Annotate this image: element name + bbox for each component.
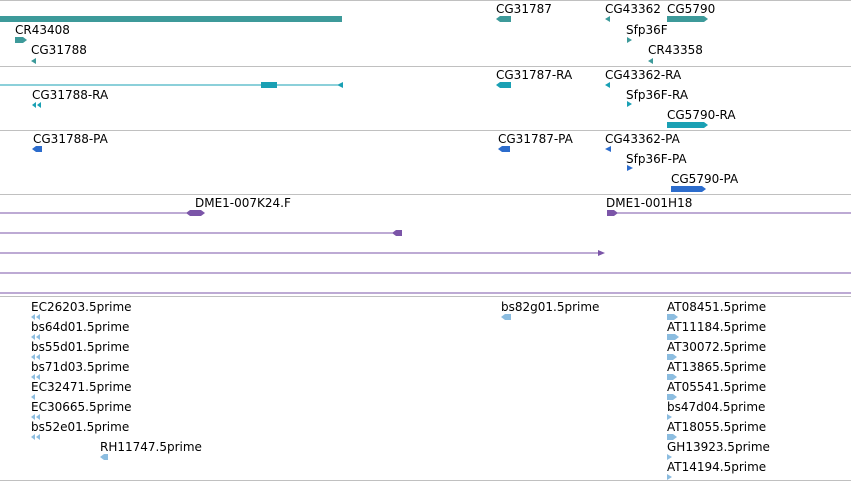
transcript-label[interactable]: CG31788-RA — [32, 88, 109, 102]
est-track — [31, 314, 679, 480]
clone-end-dme1-001h18[interactable] — [607, 210, 618, 216]
track-separator — [0, 66, 851, 67]
track-separator — [0, 0, 851, 1]
est-glyph[interactable] — [36, 414, 40, 420]
est-label[interactable]: bs52e01.5prime — [31, 420, 130, 434]
gene-glyph[interactable] — [0, 16, 342, 22]
est-glyph[interactable] — [31, 334, 35, 340]
track-separator — [0, 130, 851, 131]
track-separator — [0, 480, 851, 481]
gene-glyph-cr43358[interactable] — [648, 58, 653, 64]
est-label[interactable]: AT18055.5prime — [667, 420, 767, 434]
est-glyph[interactable] — [31, 374, 35, 380]
transcript-glyph-cg43362-pa[interactable] — [605, 146, 611, 152]
est-glyph[interactable] — [31, 354, 35, 360]
est-label[interactable]: AT05541.5prime — [667, 380, 767, 394]
clone-end-dme1-007k24[interactable] — [186, 210, 205, 216]
est-glyph[interactable] — [36, 354, 40, 360]
gene-label[interactable]: CG31788 — [31, 43, 87, 57]
transcript-label[interactable]: CG31787-RA — [496, 68, 573, 82]
transcript-label[interactable]: CG43362-PA — [605, 132, 680, 146]
est-glyph[interactable] — [36, 374, 40, 380]
est-glyph[interactable] — [36, 334, 40, 340]
transcript-exon[interactable] — [261, 82, 277, 88]
est-label[interactable]: GH13923.5prime — [667, 440, 770, 454]
track-separator — [0, 194, 851, 195]
est-glyph[interactable] — [100, 454, 108, 460]
gene-label[interactable]: CG5790 — [667, 2, 716, 16]
est-label[interactable]: RH11747.5prime — [100, 440, 202, 454]
est-glyph[interactable] — [667, 434, 677, 440]
transcript-label[interactable]: CG5790-RA — [667, 108, 736, 122]
clone-track — [0, 210, 851, 294]
transcript-label[interactable]: CG43362-RA — [605, 68, 682, 82]
est-glyph[interactable] — [667, 334, 679, 340]
est-glyph[interactable] — [31, 314, 35, 320]
est-glyph[interactable] — [667, 374, 677, 380]
transcript-glyph-sfp36f-ra[interactable] — [627, 101, 632, 107]
est-label[interactable]: bs71d03.5prime — [31, 360, 130, 374]
est-label[interactable]: EC30665.5prime — [31, 400, 132, 414]
est-glyph[interactable] — [667, 394, 677, 400]
gene-track — [0, 16, 708, 64]
est-label[interactable]: AT30072.5prime — [667, 340, 767, 354]
est-glyph[interactable] — [31, 434, 35, 440]
est-label[interactable]: bs64d01.5prime — [31, 320, 130, 334]
gene-glyph-cg31787[interactable] — [496, 16, 511, 22]
clone-end[interactable] — [598, 250, 605, 256]
track-separator — [0, 296, 851, 297]
est-glyph[interactable] — [36, 434, 40, 440]
gene-glyph-cg31788[interactable] — [31, 58, 36, 64]
transcript-glyph-cg43362-ra[interactable] — [605, 82, 610, 88]
est-label[interactable]: bs55d01.5prime — [31, 340, 130, 354]
est-glyph[interactable] — [667, 354, 677, 360]
transcript-glyph-cg31788-ra[interactable] — [32, 102, 36, 108]
transcript-pa-track — [32, 146, 706, 192]
transcript-glyph-cg31787-ra[interactable] — [496, 82, 511, 88]
gene-glyph-sfp36f[interactable] — [627, 37, 632, 43]
transcript-label[interactable]: CG5790-PA — [671, 172, 739, 186]
est-label[interactable]: AT08451.5prime — [667, 300, 767, 314]
gene-label[interactable]: CG31787 — [496, 2, 552, 16]
transcript-ra-track — [0, 82, 708, 128]
est-glyph[interactable] — [667, 414, 672, 420]
transcript-glyph-cg5790-ra[interactable] — [667, 122, 708, 128]
est-glyph[interactable] — [31, 414, 35, 420]
est-glyph[interactable] — [31, 394, 35, 400]
gene-label[interactable]: CR43358 — [648, 43, 703, 57]
transcript-glyph-cg31787-pa[interactable] — [498, 146, 510, 152]
clone-end[interactable] — [392, 230, 402, 236]
gene-label[interactable]: CG43362 — [605, 2, 661, 16]
est-glyph[interactable] — [501, 314, 511, 320]
est-glyph[interactable] — [36, 314, 40, 320]
est-label[interactable]: AT14194.5prime — [667, 460, 767, 474]
gene-label[interactable]: Sfp36F — [626, 23, 668, 37]
transcript-glyph-cg31788-pa[interactable] — [32, 146, 42, 152]
transcript-label[interactable]: CG31788-PA — [33, 132, 108, 146]
transcript-label[interactable]: Sfp36F-RA — [626, 88, 689, 102]
est-label[interactable]: AT11184.5prime — [667, 320, 767, 334]
gene-glyph-cg43362[interactable] — [605, 16, 610, 22]
clone-label[interactable]: DME1-001H18 — [606, 196, 693, 210]
gene-glyph-cr43408[interactable] — [15, 37, 27, 43]
transcript-label[interactable]: Sfp36F-PA — [626, 152, 687, 166]
clone-label[interactable]: DME1-007K24.F — [195, 196, 291, 210]
est-label[interactable]: AT13865.5prime — [667, 360, 767, 374]
transcript-glyph-sfp36f-pa[interactable] — [627, 165, 633, 171]
transcript-arrow[interactable] — [337, 82, 343, 88]
gene-label[interactable]: CR43408 — [15, 23, 70, 37]
gene-glyph-cg5790[interactable] — [667, 16, 708, 22]
transcript-label[interactable]: CG31787-PA — [498, 132, 573, 146]
est-label[interactable]: EC32471.5prime — [31, 380, 132, 394]
est-label[interactable]: bs82g01.5prime — [501, 300, 600, 314]
est-glyph[interactable] — [667, 454, 672, 460]
est-glyph[interactable] — [667, 474, 672, 480]
est-label[interactable]: EC26203.5prime — [31, 300, 132, 314]
est-glyph[interactable] — [667, 314, 678, 320]
transcript-glyph-cg31788-ra-2[interactable] — [37, 102, 41, 108]
est-label[interactable]: bs47d04.5prime — [667, 400, 766, 414]
transcript-glyph-cg5790-pa[interactable] — [671, 186, 706, 192]
